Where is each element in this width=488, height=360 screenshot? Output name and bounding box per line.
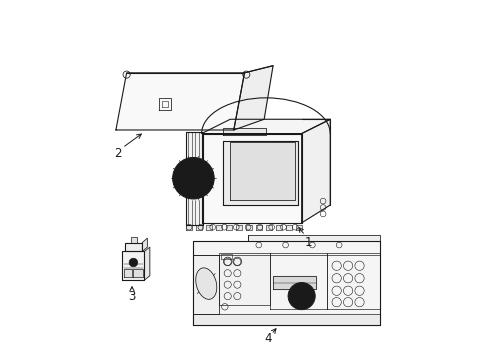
Circle shape bbox=[287, 283, 315, 310]
Polygon shape bbox=[185, 132, 203, 225]
Polygon shape bbox=[247, 235, 380, 241]
Polygon shape bbox=[195, 225, 202, 230]
Polygon shape bbox=[275, 225, 282, 230]
Polygon shape bbox=[192, 314, 380, 325]
Polygon shape bbox=[255, 225, 262, 230]
Polygon shape bbox=[116, 73, 244, 130]
Polygon shape bbox=[185, 225, 192, 230]
Polygon shape bbox=[192, 255, 219, 314]
Polygon shape bbox=[326, 253, 380, 309]
Polygon shape bbox=[201, 134, 301, 223]
Polygon shape bbox=[144, 247, 149, 280]
Polygon shape bbox=[285, 225, 291, 230]
Polygon shape bbox=[131, 237, 136, 243]
Polygon shape bbox=[133, 269, 142, 277]
Polygon shape bbox=[223, 141, 298, 205]
Polygon shape bbox=[235, 225, 242, 230]
Polygon shape bbox=[192, 241, 380, 325]
Circle shape bbox=[178, 163, 208, 193]
Polygon shape bbox=[215, 225, 222, 230]
Text: 1: 1 bbox=[305, 236, 312, 249]
Polygon shape bbox=[245, 225, 251, 230]
Polygon shape bbox=[219, 253, 269, 305]
Polygon shape bbox=[233, 66, 272, 130]
Polygon shape bbox=[269, 253, 326, 309]
Polygon shape bbox=[230, 143, 294, 200]
Polygon shape bbox=[225, 225, 231, 230]
Polygon shape bbox=[272, 276, 315, 289]
Polygon shape bbox=[223, 128, 265, 135]
Circle shape bbox=[292, 287, 310, 305]
Polygon shape bbox=[122, 251, 144, 280]
Polygon shape bbox=[201, 119, 329, 134]
Text: 3: 3 bbox=[128, 289, 135, 303]
Polygon shape bbox=[295, 225, 302, 230]
Circle shape bbox=[172, 157, 214, 199]
Text: 4: 4 bbox=[264, 333, 271, 346]
Polygon shape bbox=[301, 119, 329, 223]
Polygon shape bbox=[142, 238, 147, 251]
Polygon shape bbox=[124, 269, 132, 277]
Polygon shape bbox=[265, 225, 271, 230]
Polygon shape bbox=[124, 243, 142, 251]
Circle shape bbox=[129, 258, 138, 267]
Polygon shape bbox=[205, 225, 212, 230]
Text: 2: 2 bbox=[114, 147, 121, 160]
Ellipse shape bbox=[195, 268, 216, 299]
